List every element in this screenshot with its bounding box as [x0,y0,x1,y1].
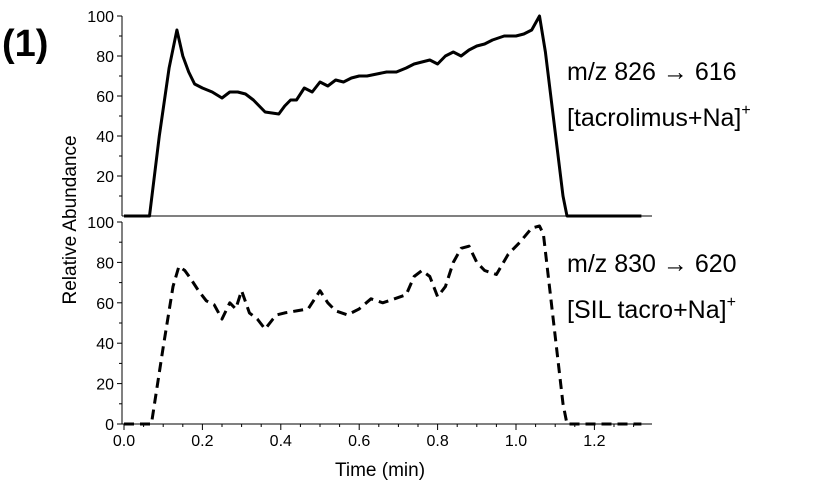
bottom-annotation-charge: + [727,294,736,311]
x-tick-label: 0.0 [113,433,135,450]
x-tick-label: 0.2 [191,433,213,450]
panel-label: (1) [2,23,48,65]
x-tick-label: 0.8 [426,433,448,450]
top-annotation-ion: [tacrolimus+Na]+ [567,102,751,132]
top-annotation-transition: m/z 826 → 616 [567,58,737,86]
top-y-tick-label: 20 [96,169,114,186]
top-annotation-charge: + [741,102,750,119]
x-tick-label: 1.2 [583,433,605,450]
x-tick-label: 0.6 [348,433,370,450]
top-y-tick-label: 60 [96,89,114,106]
bottom-y-tick-label: 100 [87,215,114,232]
top-annotation-ion-name: [tacrolimus+Na] [567,104,741,132]
bottom-y-tick-label: 60 [96,296,114,313]
bottom-annotation-ion: [SIL tacro+Na]+ [567,294,736,324]
bottom-annotation-transition: m/z 830 → 620 [567,250,737,278]
bottom-y-tick-label: 80 [96,255,114,272]
top-y-tick-label: 80 [96,49,114,66]
top-series-line [124,14,642,218]
y-axis-title: Relative Abundance [60,135,81,304]
x-tick-label: 0.4 [270,433,292,450]
top-y-tick-label: 100 [87,9,114,26]
x-axis-title: Time (min) [335,460,425,481]
x-tick-label: 1.0 [505,433,527,450]
bottom-y-tick-label: 20 [96,377,114,394]
bottom-series-line [124,224,642,426]
top-y-tick-label: 40 [96,129,114,146]
bottom-y-tick-label: 40 [96,336,114,353]
bottom-y-tick-label: 0 [105,417,114,434]
bottom-annotation-ion-name: [SIL tacro+Na] [567,296,727,324]
